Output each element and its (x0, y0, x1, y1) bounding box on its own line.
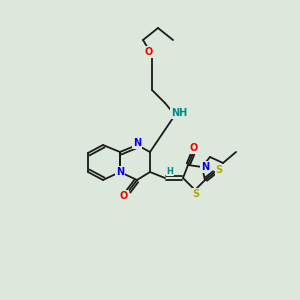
Text: NH: NH (171, 108, 187, 118)
Text: S: S (215, 165, 223, 175)
Text: O: O (145, 47, 153, 57)
Text: O: O (190, 143, 198, 153)
Text: O: O (120, 191, 128, 201)
Text: S: S (192, 189, 200, 199)
Text: H: H (167, 167, 173, 176)
Text: N: N (116, 167, 124, 177)
Text: N: N (133, 138, 141, 148)
Text: N: N (201, 162, 209, 172)
